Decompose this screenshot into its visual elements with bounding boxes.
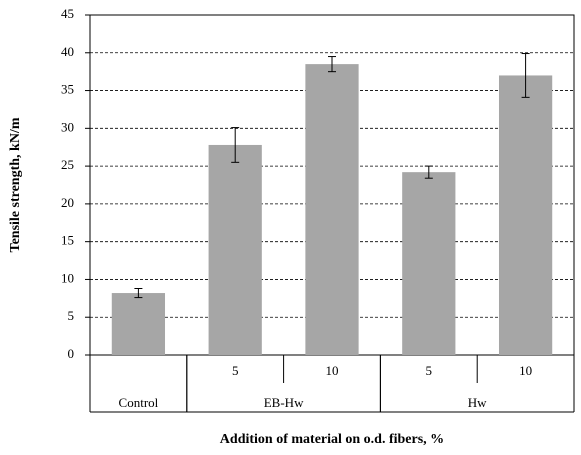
x-tick-label: 5	[426, 363, 433, 378]
y-tick-label: 40	[61, 44, 74, 59]
group-label: Hw	[468, 395, 487, 410]
x-axis-title: Addition of material on o.d. fibers, %	[220, 432, 444, 447]
x-tick-label: 5	[232, 363, 239, 378]
y-tick-label: 30	[61, 119, 74, 134]
bar	[498, 75, 553, 355]
bar	[402, 172, 456, 355]
y-tick-label: 35	[61, 82, 74, 97]
x-tick-label: 10	[326, 363, 339, 378]
y-tick-label: 15	[61, 233, 74, 248]
group-label: Control	[119, 395, 159, 410]
y-tick-label: 20	[61, 195, 74, 210]
bar	[305, 64, 359, 355]
y-tick-label: 0	[68, 346, 75, 361]
y-tick-label: 45	[61, 6, 74, 21]
y-tick-label: 25	[61, 157, 74, 172]
x-tick-label: 10	[519, 363, 532, 378]
y-tick-label: 10	[61, 270, 74, 285]
y-tick-label: 5	[68, 308, 75, 323]
bar	[111, 293, 166, 355]
bar	[208, 144, 262, 355]
group-label: EB-Hw	[264, 395, 304, 410]
y-axis-title: Tensile strength, kN/m	[8, 117, 23, 252]
